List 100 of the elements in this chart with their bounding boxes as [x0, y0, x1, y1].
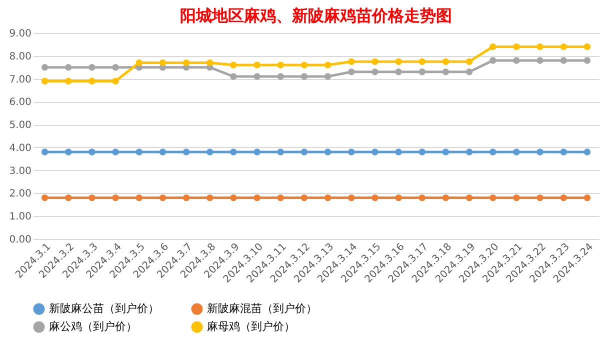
point — [182, 59, 190, 66]
point — [159, 148, 166, 156]
point — [372, 68, 378, 76]
point — [230, 148, 237, 156]
point — [65, 78, 72, 84]
point — [206, 194, 214, 202]
legend-label: 麻公鸡（到户价） — [49, 320, 137, 333]
point — [536, 57, 544, 64]
point — [88, 78, 96, 84]
point — [536, 194, 544, 202]
point — [88, 194, 96, 202]
point — [277, 148, 284, 156]
point — [277, 62, 284, 68]
point — [560, 57, 567, 64]
point — [442, 58, 450, 65]
point — [112, 78, 119, 84]
point — [41, 78, 48, 84]
legend-label: 麻母鸡（到户价） — [207, 320, 295, 333]
point — [418, 68, 426, 76]
point — [206, 59, 214, 66]
point — [41, 194, 48, 202]
y-tick-label: 8.00 — [9, 51, 32, 62]
chart-title: 阳城地区麻鸡、新陂麻鸡苗价格走势图 — [180, 6, 452, 25]
point — [324, 62, 332, 68]
point — [88, 64, 96, 71]
point — [466, 194, 473, 202]
point — [65, 148, 72, 156]
point — [442, 194, 450, 202]
point — [182, 194, 190, 202]
y-tick-label: 0.00 — [9, 234, 32, 246]
point — [300, 194, 308, 202]
point — [466, 68, 473, 76]
point — [159, 194, 166, 202]
point — [88, 148, 96, 156]
point — [254, 148, 260, 156]
legend-label: 新陂麻公苗（到户价） — [49, 302, 159, 315]
legend-label: 新陂麻混苗（到户价） — [207, 302, 317, 315]
point — [584, 57, 591, 64]
y-tick-label: 4.00 — [9, 142, 32, 154]
y-tick-label: 7.00 — [9, 74, 32, 86]
y-tick-label: 3.00 — [9, 166, 32, 177]
point — [41, 64, 48, 71]
point — [584, 148, 591, 156]
point — [136, 59, 142, 66]
point — [112, 148, 119, 156]
point — [395, 58, 402, 65]
point — [41, 148, 48, 156]
point — [372, 148, 378, 156]
point — [560, 194, 567, 202]
point — [300, 62, 308, 68]
point — [182, 148, 190, 156]
y-tick-label: 5.00 — [9, 120, 32, 132]
point — [254, 62, 260, 68]
point — [466, 148, 473, 156]
point — [395, 148, 402, 156]
point — [513, 57, 520, 64]
point — [230, 62, 237, 68]
point — [372, 58, 378, 65]
point — [254, 73, 260, 80]
point — [136, 194, 142, 202]
point — [490, 194, 496, 202]
point — [560, 148, 567, 156]
point — [300, 73, 308, 80]
point — [560, 43, 567, 50]
point — [112, 64, 119, 71]
point — [65, 194, 72, 202]
point — [395, 194, 402, 202]
point — [584, 43, 591, 50]
point — [348, 68, 355, 76]
point — [348, 148, 355, 156]
y-tick-label: 6.00 — [9, 97, 32, 108]
point — [277, 73, 284, 80]
point — [490, 57, 496, 64]
point — [324, 148, 332, 156]
point — [230, 194, 237, 202]
point — [395, 68, 402, 76]
point — [372, 194, 378, 202]
point — [584, 194, 591, 202]
y-tick-label: 2.00 — [9, 188, 32, 200]
point — [277, 194, 284, 202]
point — [442, 148, 450, 156]
y-tick-label: 9.00 — [9, 28, 32, 40]
point — [466, 58, 473, 65]
point — [136, 148, 142, 156]
point — [230, 73, 237, 80]
point — [348, 58, 355, 65]
point — [65, 64, 72, 71]
point — [418, 58, 426, 65]
point — [418, 148, 426, 156]
point — [348, 194, 355, 202]
point — [112, 194, 119, 202]
point — [536, 148, 544, 156]
point — [513, 194, 520, 202]
point — [490, 148, 496, 156]
point — [324, 73, 332, 80]
point — [300, 148, 308, 156]
point — [254, 194, 260, 202]
point — [536, 43, 544, 50]
point — [206, 148, 214, 156]
point — [418, 194, 426, 202]
